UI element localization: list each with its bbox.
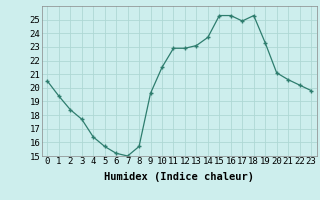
X-axis label: Humidex (Indice chaleur): Humidex (Indice chaleur) <box>104 172 254 182</box>
